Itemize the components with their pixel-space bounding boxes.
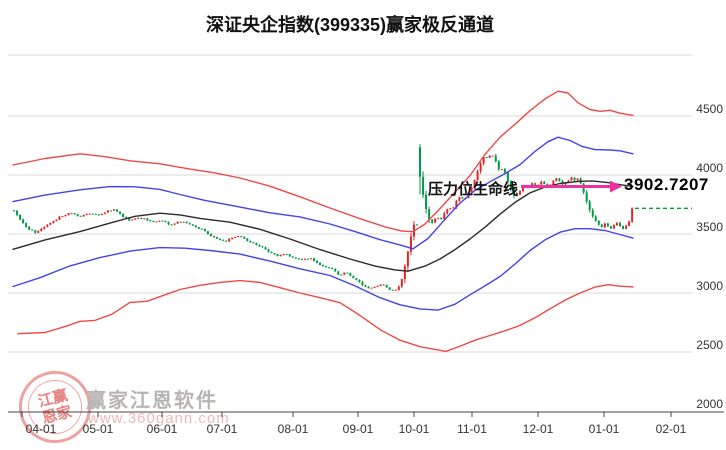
watermark-url: www.360gann.com bbox=[88, 410, 230, 427]
annotation-value: 3902.7207 bbox=[624, 175, 709, 194]
svg-text:4500: 4500 bbox=[696, 102, 723, 116]
svg-text:12-01: 12-01 bbox=[523, 422, 554, 436]
svg-text:02-01: 02-01 bbox=[656, 422, 687, 436]
svg-text:11-01: 11-01 bbox=[457, 422, 487, 436]
annotation-label: 压力位生命线 bbox=[427, 181, 518, 198]
svg-text:2500: 2500 bbox=[696, 338, 723, 352]
svg-text:07-01: 07-01 bbox=[207, 422, 238, 436]
svg-text:06-01: 06-01 bbox=[147, 422, 178, 436]
svg-text:4000: 4000 bbox=[696, 161, 723, 175]
svg-text:01-01: 01-01 bbox=[589, 422, 620, 436]
svg-text:3000: 3000 bbox=[696, 279, 723, 293]
chart-title: 深证央企指数(399335)赢家极反通道 bbox=[205, 15, 495, 35]
svg-text:04-01: 04-01 bbox=[26, 422, 57, 436]
svg-text:09-01: 09-01 bbox=[343, 422, 374, 436]
watermark-brand: 赢家江恩软件 bbox=[86, 390, 218, 412]
svg-text:05-01: 05-01 bbox=[83, 422, 114, 436]
svg-text:3500: 3500 bbox=[696, 220, 723, 234]
svg-text:10-01: 10-01 bbox=[399, 422, 430, 436]
svg-text:2000: 2000 bbox=[696, 397, 723, 411]
svg-text:08-01: 08-01 bbox=[278, 422, 309, 436]
